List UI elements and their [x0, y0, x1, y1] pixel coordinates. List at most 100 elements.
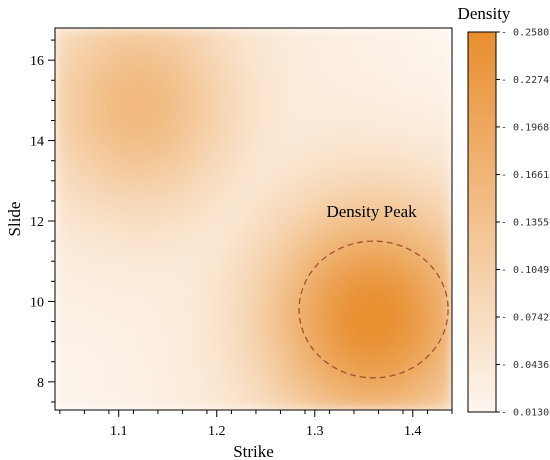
heatmap-cell	[332, 248, 344, 260]
heatmap-cell	[282, 57, 294, 69]
heatmap-cell	[94, 178, 106, 190]
heatmap-cell	[183, 47, 195, 59]
heatmap-cell	[262, 128, 274, 140]
heatmap-cell	[421, 37, 433, 49]
heatmap-cell	[391, 28, 403, 39]
heatmap-cell	[74, 67, 86, 79]
heatmap-cell	[163, 298, 175, 310]
heatmap-cell	[332, 77, 344, 89]
heatmap-cell	[441, 87, 452, 99]
heatmap-cell	[272, 319, 284, 331]
heatmap-cell	[282, 117, 294, 130]
heatmap-cell	[262, 238, 274, 250]
heatmap-cell	[441, 379, 452, 391]
heatmap-cell	[292, 329, 304, 341]
heatmap-cell	[223, 128, 235, 140]
heatmap-cell	[312, 178, 324, 190]
heatmap-cell	[243, 28, 254, 39]
heatmap-cell	[233, 339, 245, 351]
heatmap-cell	[391, 198, 403, 210]
heatmap-cell	[183, 228, 195, 240]
heatmap-cell	[173, 329, 185, 341]
heatmap-cell	[183, 319, 195, 331]
heatmap-cell	[193, 208, 205, 220]
heatmap-cell	[401, 188, 413, 200]
heatmap-cell	[223, 117, 235, 130]
heatmap-cell	[173, 47, 185, 59]
heatmap-cell	[193, 238, 205, 250]
heatmap-cell	[431, 67, 443, 79]
heatmap-cell	[302, 349, 314, 361]
heatmap-cell	[391, 77, 403, 89]
heatmap-cell	[411, 87, 423, 99]
heatmap-cell	[55, 308, 66, 321]
heatmap-cell	[391, 329, 403, 341]
heatmap-cell	[302, 158, 314, 170]
heatmap-cell	[382, 128, 393, 140]
heatmap-cell	[421, 238, 433, 250]
heatmap-cell	[173, 188, 185, 200]
heatmap-cell	[213, 128, 225, 140]
heatmap-cell	[253, 168, 264, 180]
heatmap-cell	[421, 28, 433, 39]
heatmap-cell	[312, 238, 324, 250]
heatmap-cell	[302, 28, 314, 39]
heatmap-cell	[312, 218, 324, 230]
heatmap-cell	[94, 87, 106, 99]
heatmap-cell	[253, 67, 264, 79]
heatmap-cell	[362, 87, 374, 99]
heatmap-cell	[253, 87, 264, 99]
heatmap-cell	[233, 158, 245, 170]
heatmap-cell	[55, 238, 66, 250]
heatmap-cell	[322, 198, 334, 210]
heatmap-cell	[322, 298, 334, 310]
heatmap-cell	[322, 168, 334, 180]
heatmap-cell	[421, 329, 433, 341]
heatmap-cell	[243, 248, 254, 260]
heatmap-cell	[55, 399, 66, 410]
heatmap-cell	[153, 128, 165, 140]
heatmap-cell	[114, 339, 125, 351]
heatmap-cell	[362, 97, 374, 109]
heatmap-cell	[391, 178, 403, 190]
heatmap-cell	[193, 268, 205, 280]
heatmap-cell	[282, 349, 294, 361]
heatmap-cell	[163, 158, 175, 170]
heatmap-cell	[243, 329, 254, 341]
heatmap-cell	[243, 128, 254, 140]
heatmap-cell	[143, 198, 155, 210]
heatmap-cell	[223, 258, 235, 270]
heatmap-cell	[143, 178, 155, 190]
heatmap-cell	[74, 168, 86, 180]
heatmap-cell	[372, 359, 384, 371]
heatmap-cell	[282, 37, 294, 49]
heatmap-cell	[312, 288, 324, 300]
heatmap-cell	[411, 228, 423, 240]
heatmap-cell	[401, 178, 413, 190]
heatmap-cell	[441, 238, 452, 250]
heatmap-cell	[372, 339, 384, 351]
heatmap-cell	[163, 47, 175, 59]
heatmap-cell	[382, 228, 393, 240]
heatmap-cell	[143, 308, 155, 321]
heatmap-cell	[332, 47, 344, 59]
heatmap-cell	[282, 248, 294, 260]
heatmap-cell	[332, 208, 344, 220]
heatmap-cell	[133, 107, 145, 119]
heatmap-cell	[243, 158, 254, 170]
heatmap-cell	[243, 188, 254, 200]
heatmap-cell	[401, 278, 413, 290]
heatmap-cell	[74, 37, 86, 49]
heatmap-cell	[153, 188, 165, 200]
heatmap-cell	[372, 28, 384, 39]
heatmap-cell	[253, 339, 264, 351]
colorbar: Density - 0.2580- 0.2274- 0.1968- 0.1661…	[458, 4, 550, 419]
heatmap-cell	[352, 369, 364, 381]
heatmap-cell	[173, 28, 185, 39]
heatmap-cell	[64, 258, 76, 270]
heatmap-cell	[243, 57, 254, 69]
heatmap-cell	[401, 379, 413, 391]
heatmap-cell	[203, 278, 215, 290]
heatmap-cell	[382, 248, 393, 260]
heatmap-cell	[253, 208, 264, 220]
